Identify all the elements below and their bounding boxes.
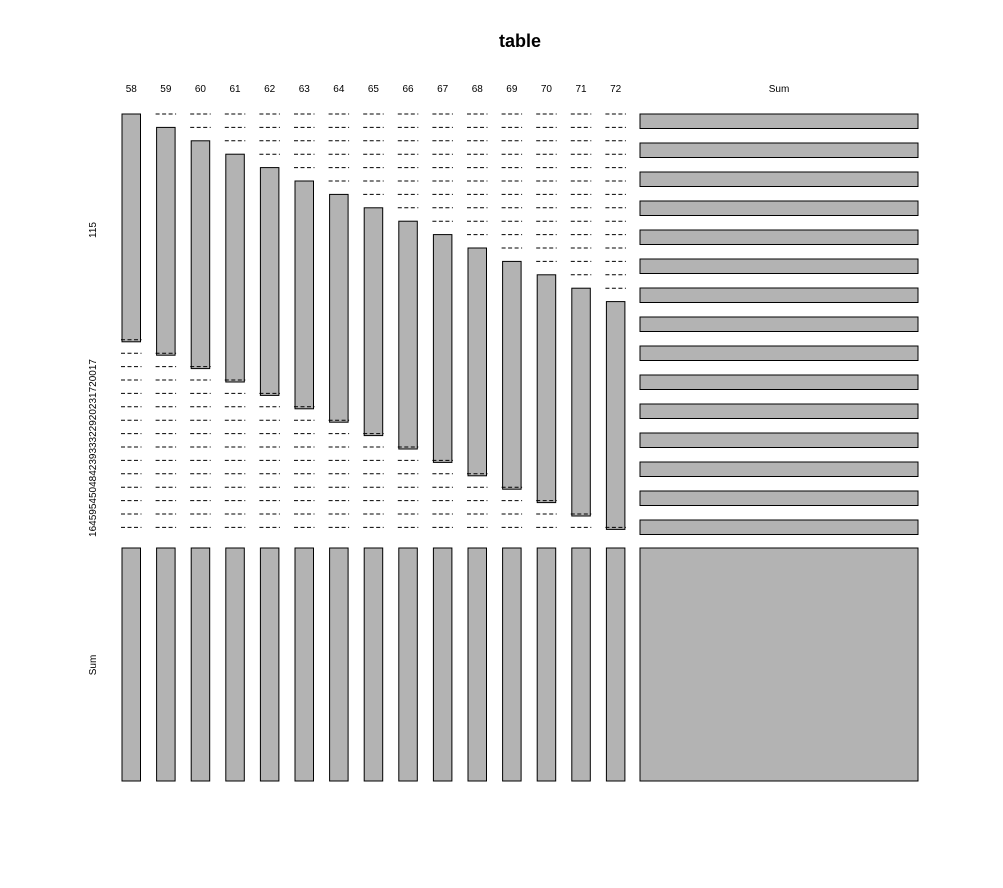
sum-row-bar-69 [502,547,522,782]
cell-bar-69 [502,260,522,490]
sum-col-bar-12 [639,461,919,477]
grand-total-block [639,547,919,782]
col-label-61: 61 [229,84,241,95]
sum-col-bar-0 [639,113,919,129]
sum-col-bar-2 [639,171,919,187]
cell-bar-62 [259,167,280,396]
col-label-67: 67 [437,84,449,95]
sum-col-bar-13 [639,490,919,506]
col-label-69: 69 [506,84,518,95]
sum-row-bar-65 [363,547,384,782]
cell-bar-66 [398,220,418,450]
sum-col-bar-1 [639,142,919,158]
cell-bar-68 [467,247,487,477]
sum-row-bar-60 [190,547,211,782]
col-label-65: 65 [368,84,380,95]
sum-row-bar-64 [329,547,349,782]
sum-row-bar-58 [121,547,141,782]
col-label-63: 63 [299,84,311,95]
chart-title: table [499,31,541,51]
cell-bar-70 [536,274,557,504]
sum-col-bar-9 [639,374,919,390]
cell-bar-60 [190,140,211,370]
cell-bar-72 [605,301,626,530]
sum-col-bar-14 [639,519,919,535]
row-label-top: 115 [88,222,99,238]
cell-bar-71 [571,287,591,517]
col-label-60: 60 [195,84,207,95]
cell-bar-61 [225,153,245,383]
sum-row-bar-72 [605,547,626,782]
cell-bar-59 [156,126,176,356]
col-label-64: 64 [333,84,345,95]
col-label-58: 58 [126,84,138,95]
sum-row-bar-71 [571,547,591,782]
sum-col-bar-10 [639,403,919,419]
sum-col-bar-5 [639,258,919,274]
col-label-70: 70 [541,84,553,95]
sum-row-bar-68 [467,547,487,782]
cell-bar-67 [432,234,453,463]
cell-bar-64 [329,193,349,423]
sum-col-bar-4 [639,229,919,245]
cell-bar-65 [363,207,384,437]
sum-row-bar-61 [225,547,245,782]
sum-row-bar-62 [259,547,280,782]
sum-col-bar-7 [639,316,919,332]
sum-col-bar-3 [639,200,919,216]
col-label-59: 59 [160,84,172,95]
mosaic-marks [121,113,919,782]
cell-bar-63 [294,180,314,410]
col-label-68: 68 [472,84,484,95]
sum-row-bar-63 [294,547,314,782]
col-label-72: 72 [610,84,622,95]
sum-row-bar-59 [156,547,176,782]
row-label-middle: 16459545048423933322920231720017 [88,359,99,537]
col-label-71: 71 [575,84,587,95]
sum-col-bar-6 [639,287,919,303]
sum-row-bar-67 [432,547,453,782]
sum-row-bar-70 [536,547,557,782]
cell-bar-58 [121,113,141,343]
sum-col-bar-11 [639,432,919,448]
col-label-sum: Sum [769,84,790,95]
col-label-66: 66 [402,84,414,95]
sum-col-bar-8 [639,345,919,361]
sum-row-bar-66 [398,547,418,782]
col-label-62: 62 [264,84,276,95]
row-label-sum: Sum [88,655,99,676]
